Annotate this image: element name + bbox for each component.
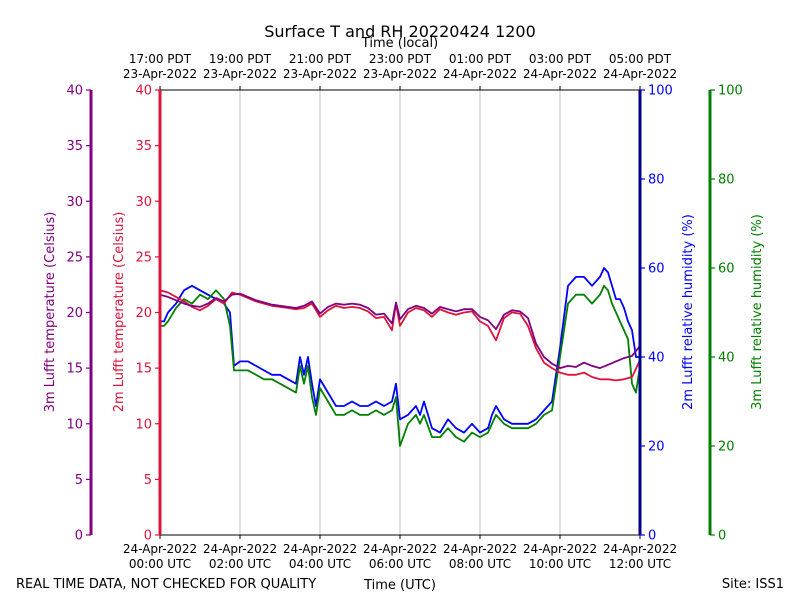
quality-disclaimer: REAL TIME DATA, NOT CHECKED FOR QUALITY [16,577,316,592]
x-tick-label-utc-time: 10:00 UTC [529,557,591,571]
t2m-tick-label: 0 [144,529,152,544]
x-tick-label-local-date: 24-Apr-2022 [603,67,677,81]
x-tick-label-local-date: 23-Apr-2022 [283,67,357,81]
t3m-tick-label: 30 [66,195,83,210]
x-tick-label-utc-time: 06:00 UTC [369,557,431,571]
x-tick-label-utc-date: 24-Apr-2022 [443,542,517,556]
t3m-tick-label: 40 [66,84,83,99]
rh2m-tick-label: 80 [648,173,665,188]
t2m-tick-label: 5 [144,473,152,488]
plot-series [159,267,641,447]
rh2m-tick-label: 100 [648,84,673,99]
t2m-tick-label: 15 [135,362,152,377]
t2m-tick-label: 10 [135,417,152,432]
t2m-axis-label: 2m Lufft temperature (Celsius) [112,212,127,413]
x-tick-label-local-date: 23-Apr-2022 [123,67,197,81]
t3m-tick-label: 10 [66,417,83,432]
chart-title: Surface T and RH 20220424 1200 [264,22,536,41]
rh2m-tick-label: 40 [648,351,665,366]
x-tick-label-local-time: 21:00 PDT [289,52,352,66]
series-line-rh3m [160,284,641,447]
t2m-tick-label: 20 [135,306,152,321]
x-tick-label-local-date: 24-Apr-2022 [443,67,517,81]
rh3m-tick-label: 60 [718,262,735,277]
t3m-tick-label: 5 [75,473,83,488]
series-line-t2m [159,289,641,382]
t3m-axis-label: 3m Lufft temperature (Celsius) [43,212,58,413]
x-tick-label-utc-date: 24-Apr-2022 [363,542,437,556]
x-tick-label-utc-time: 00:00 UTC [129,557,191,571]
rh3m-tick-label: 20 [718,440,735,455]
rh3m-tick-label: 100 [718,84,743,99]
t3m-tick-label: 0 [75,529,83,544]
x-tick-label-local-time: 17:00 PDT [129,52,192,66]
rh2m-axis-label: 2m Lufft relative humidity (%) [681,214,696,410]
x-tick-label-local-date: 23-Apr-2022 [363,67,437,81]
rh3m-tick-label: 40 [718,351,735,366]
x-tick-label-utc-time: 04:00 UTC [289,557,351,571]
t3m-tick-label: 35 [66,139,83,154]
x-tick-label-local-date: 23-Apr-2022 [203,67,277,81]
x-axis-label: Time (UTC) [363,578,436,593]
x-tick-label-utc-date: 24-Apr-2022 [283,542,357,556]
site-label: Site: ISS1 [722,577,784,592]
t3m-tick-label: 25 [66,250,83,265]
rh3m-tick-label: 80 [718,173,735,188]
t3m-tick-label: 15 [66,362,83,377]
t2m-tick-label: 40 [135,84,152,99]
x-tick-label-local-time: 03:00 PDT [529,52,592,66]
t2m-tick-label: 30 [135,195,152,210]
t2m-tick-label: 25 [135,250,152,265]
x-tick-label-utc-time: 08:00 UTC [449,557,511,571]
series-line-t3m [159,292,641,370]
top-axis-title: Time (local) [361,36,438,51]
x-tick-label-local-time: 23:00 PDT [369,52,432,66]
x-tick-label-utc-date: 24-Apr-2022 [603,542,677,556]
x-tick-label-utc-time: 12:00 UTC [609,557,671,571]
rh2m-tick-label: 20 [648,440,665,455]
rh2m-tick-label: 60 [648,262,665,277]
x-tick-label-local-time: 01:00 PDT [449,52,512,66]
x-tick-label-utc-date: 24-Apr-2022 [203,542,277,556]
x-tick-label-local-time: 05:00 PDT [609,52,672,66]
rh3m-tick-label: 0 [718,529,726,544]
x-tick-label-utc-date: 24-Apr-2022 [123,542,197,556]
t3m-tick-label: 20 [66,306,83,321]
rh3m-axis-label: 3m Lufft relative humidity (%) [750,214,765,410]
x-tick-label-utc-time: 02:00 UTC [209,557,271,571]
rh2m-tick-label: 0 [648,529,656,544]
x-tick-label-local-date: 24-Apr-2022 [523,67,597,81]
x-tick-label-utc-date: 24-Apr-2022 [523,542,597,556]
t2m-tick-label: 35 [135,139,152,154]
series-line-rh2m [160,267,640,434]
x-tick-label-local-time: 19:00 PDT [209,52,272,66]
